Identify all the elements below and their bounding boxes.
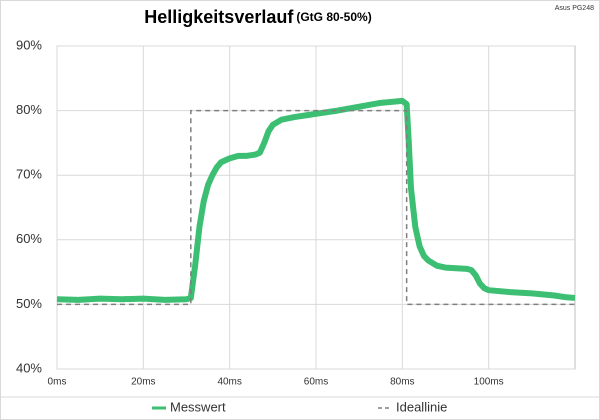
y-tick-label: 90%	[16, 37, 42, 52]
x-tick-label: 80ms	[390, 377, 414, 388]
y-tick-label: 70%	[16, 167, 42, 182]
chart-title: Helligkeitsverlauf	[144, 7, 294, 27]
x-tick-label: 20ms	[131, 377, 155, 388]
series-line	[56, 97, 576, 303]
y-tick-label: 40%	[16, 360, 42, 375]
legend-label: Messwert	[170, 399, 226, 414]
x-tick-label: 100ms	[474, 377, 504, 388]
y-tick-label: 80%	[16, 102, 42, 117]
series-line	[57, 109, 575, 306]
x-tick-label: 0ms	[48, 377, 67, 388]
x-tick-label: 60ms	[304, 377, 328, 388]
y-tick-label: 60%	[16, 231, 42, 246]
chart-heading: Helligkeitsverlauf (GtG 80-50%)	[144, 7, 371, 27]
chart-subtitle: (GtG 80-50%)	[296, 10, 371, 24]
x-tick-label: 40ms	[217, 377, 241, 388]
y-tick-label: 50%	[16, 296, 42, 311]
legend-label: Ideallinie	[396, 399, 447, 414]
annotation: Asus PG248	[555, 5, 594, 12]
